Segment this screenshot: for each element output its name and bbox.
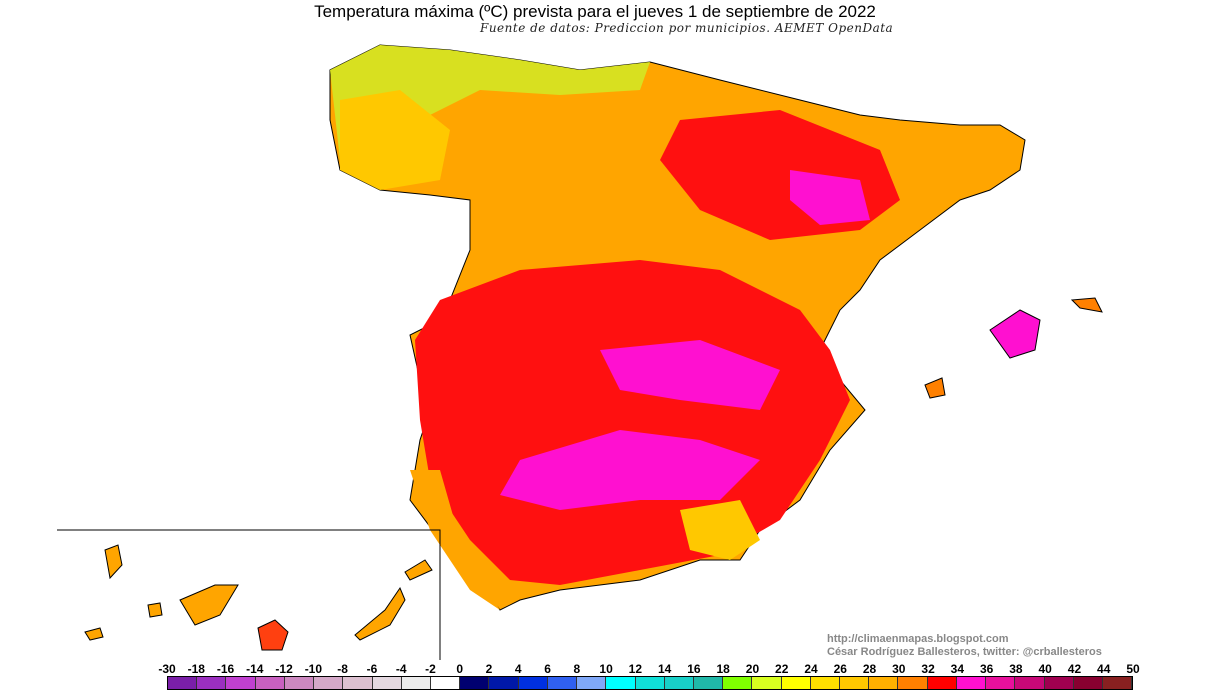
gran-canaria <box>257 619 289 651</box>
legend-swatch <box>577 677 607 689</box>
legend-swatch <box>226 677 256 689</box>
legend-labels: -30 -18 -16 -14 -12 -10 -8 -6 -4 -2 0 2 4 6 8 10 12 14 16 1… <box>158 662 1140 676</box>
legend-label: 44 <box>1097 662 1111 676</box>
legend-label: 40 <box>1038 662 1052 676</box>
legend-swatch <box>168 677 198 689</box>
lanzarote <box>404 559 433 581</box>
hierro <box>84 627 104 641</box>
legend-swatch <box>1073 677 1103 689</box>
legend-label: 10 <box>599 662 613 676</box>
north-coast-cool <box>330 45 650 160</box>
legend-swatch <box>1044 677 1074 689</box>
legend-label: 22 <box>775 662 789 676</box>
legend-label: 20 <box>745 662 760 676</box>
legend-swatch <box>956 677 987 689</box>
credits-author: César Rodríguez Ballesteros, twitter: @c… <box>827 646 1102 658</box>
credits: http://climaenmapas.blogspot.com César R… <box>827 633 1102 659</box>
legend-label: -4 <box>395 662 407 676</box>
legend-label: 32 <box>921 662 935 676</box>
portugal-border-orange <box>410 470 500 610</box>
legend-swatch <box>430 677 461 689</box>
legend-swatch <box>664 677 694 689</box>
legend-label: 2 <box>485 662 493 676</box>
legend-swatch <box>927 677 957 689</box>
legend-swatch <box>869 677 899 689</box>
legend-label: 4 <box>514 662 522 676</box>
legend-label: 50 <box>1126 662 1140 676</box>
legend-swatch <box>547 677 578 689</box>
legend-label: 12 <box>628 662 643 676</box>
legend-swatch <box>197 677 227 689</box>
southeast-mild <box>680 500 760 560</box>
la-mancha-very-hot <box>600 340 780 410</box>
legend-label: 36 <box>979 662 994 676</box>
legend-swatch <box>810 677 841 689</box>
legend-swatch <box>1015 677 1045 689</box>
legend-label: -2 <box>425 662 436 676</box>
legend-label: -16 <box>216 662 235 676</box>
legend-label: 0 <box>456 662 464 676</box>
legend-swatch <box>781 677 811 689</box>
legend-label: 42 <box>1067 662 1082 676</box>
canarias-inset-border <box>57 529 441 660</box>
legend-swatch <box>723 677 753 689</box>
la-palma <box>104 544 123 580</box>
tenerife <box>179 584 239 626</box>
legend-label: 18 <box>716 662 730 676</box>
legend-label: -14 <box>246 662 264 676</box>
legend-label: 8 <box>573 662 581 676</box>
menorca <box>1070 297 1103 313</box>
legend-swatch <box>518 677 548 689</box>
legend-label: 38 <box>1009 662 1023 676</box>
legend-label: 30 <box>892 662 906 676</box>
legend-swatch <box>284 677 315 689</box>
ebro-very-hot <box>790 170 870 225</box>
legend-swatch <box>314 677 344 689</box>
color-legend <box>167 676 1133 690</box>
gomera <box>147 602 163 618</box>
legend-swatch <box>343 677 373 689</box>
legend-swatch <box>489 677 519 689</box>
legend-label: -12 <box>275 662 293 676</box>
legend-swatch <box>372 677 402 689</box>
legend-label: 26 <box>833 662 847 676</box>
legend-swatch <box>752 677 782 689</box>
galicia-mild <box>340 90 450 190</box>
map-title: Temperatura máxima (ºC) prevista para el… <box>314 2 876 21</box>
legend-swatch <box>606 677 636 689</box>
legend-label: -8 <box>337 662 348 676</box>
fuerteventura <box>354 586 406 641</box>
legend-swatch <box>986 677 1016 689</box>
legend-label: 14 <box>657 662 672 676</box>
andalucia-very-hot <box>500 430 760 510</box>
legend-label: 16 <box>687 662 701 676</box>
legend-label: 6 <box>544 662 551 676</box>
legend-label: -10 <box>304 662 323 676</box>
legend-swatch <box>460 677 490 689</box>
legend-label: -30 <box>158 662 176 676</box>
legend-swatch <box>840 677 870 689</box>
legend-swatch <box>635 677 665 689</box>
legend-label: -18 <box>187 662 205 676</box>
legend-swatch <box>1103 677 1133 689</box>
legend-label: -6 <box>366 662 378 676</box>
legend-swatch <box>401 677 431 689</box>
map-subtitle: Fuente de datos: Prediccion por municipi… <box>480 21 894 35</box>
legend-label: 28 <box>862 662 877 676</box>
legend-label: 34 <box>950 662 965 676</box>
credits-url: http://climaenmapas.blogspot.com <box>827 633 1009 645</box>
ibiza <box>924 377 946 399</box>
legend-swatch <box>898 677 928 689</box>
legend-label: 24 <box>804 662 818 676</box>
legend-swatch <box>255 677 285 689</box>
center-south-hot <box>415 260 850 585</box>
legend-swatch <box>693 677 724 689</box>
mallorca <box>989 309 1041 359</box>
